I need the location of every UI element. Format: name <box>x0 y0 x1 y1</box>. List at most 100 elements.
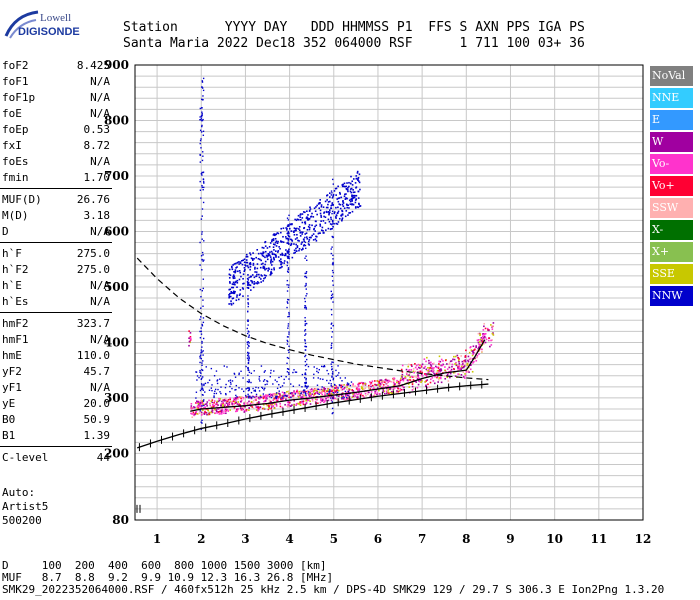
echo-point <box>357 190 360 193</box>
echo-point <box>410 364 413 366</box>
echo-point <box>197 403 200 406</box>
echo-point <box>203 383 205 385</box>
echo-point <box>355 186 358 188</box>
echo-point <box>270 259 272 262</box>
echo-point <box>427 383 429 386</box>
echo-point <box>351 194 353 196</box>
echo-point <box>261 246 264 249</box>
echo-point <box>446 373 449 376</box>
echo-point <box>479 334 481 337</box>
echo-point <box>188 344 190 347</box>
echo-point <box>256 267 259 270</box>
echo-point <box>259 397 261 400</box>
echo-point <box>218 399 221 402</box>
echo-point <box>449 372 452 375</box>
echo-point <box>322 366 325 368</box>
echo-point <box>302 389 305 391</box>
echo-point <box>291 391 293 394</box>
echo-point <box>320 216 323 218</box>
echo-point <box>361 388 364 391</box>
echo-point <box>339 207 342 210</box>
echo-point <box>201 124 203 127</box>
echo-point <box>342 384 344 386</box>
echo-point <box>286 362 288 365</box>
echo-point <box>281 395 284 398</box>
echo-point <box>214 388 217 391</box>
echo-point <box>235 384 238 387</box>
echo-point <box>344 193 346 196</box>
echo-point <box>229 381 232 384</box>
echo-point <box>288 284 290 286</box>
echo-point <box>325 390 327 392</box>
echo-point <box>285 237 288 240</box>
echo-point <box>291 256 294 259</box>
echo-point <box>372 395 375 397</box>
echo-point <box>234 281 237 284</box>
echo-point <box>331 228 333 230</box>
echo-point <box>333 222 335 225</box>
echo-point <box>274 379 276 381</box>
echo-point <box>347 214 349 216</box>
echo-point <box>328 389 331 391</box>
echo-point <box>417 374 420 377</box>
echo-point <box>330 252 333 255</box>
echo-point <box>461 363 464 366</box>
echo-point <box>225 402 228 404</box>
echo-point <box>238 294 241 296</box>
param-value: 8.425 <box>76 59 110 72</box>
echo-point <box>328 212 330 215</box>
echo-point <box>482 333 485 336</box>
x-tick-label: 6 <box>374 532 382 546</box>
echo-point <box>208 412 210 415</box>
echo-point <box>316 367 318 370</box>
echo-point <box>476 349 479 352</box>
echo-point <box>326 379 328 382</box>
echo-point <box>385 390 388 393</box>
echo-point <box>356 172 359 174</box>
echo-point <box>288 257 290 260</box>
echo-point <box>303 390 306 393</box>
echo-point <box>298 228 300 230</box>
echo-point <box>342 392 344 395</box>
echo-point <box>382 384 385 386</box>
echo-point <box>258 273 260 276</box>
echo-point <box>227 410 230 412</box>
echo-point <box>288 313 290 315</box>
echo-point <box>303 244 306 246</box>
echo-point <box>347 383 349 386</box>
echo-point <box>384 379 387 381</box>
echo-point <box>263 266 266 268</box>
echo-point <box>209 403 211 406</box>
echo-point <box>254 398 257 401</box>
echo-point <box>376 392 379 394</box>
x-tick-label: 7 <box>418 532 426 546</box>
echo-point <box>440 364 442 367</box>
echo-point <box>286 217 289 219</box>
echo-point <box>264 250 267 253</box>
echo-point <box>199 337 202 339</box>
echo-point <box>195 411 197 413</box>
echo-point <box>357 179 359 181</box>
echo-point <box>199 357 201 359</box>
echo-point <box>307 392 309 395</box>
echo-point <box>292 385 295 388</box>
echo-point <box>362 394 364 397</box>
echo-point <box>272 243 275 246</box>
echo-point <box>288 311 290 314</box>
echo-point <box>416 368 419 371</box>
echo-point <box>219 391 221 393</box>
echo-point <box>292 230 295 233</box>
echo-point <box>432 363 434 365</box>
echo-point <box>236 266 238 268</box>
echo-point <box>352 189 354 191</box>
echo-point <box>205 403 208 405</box>
echo-point <box>348 181 350 184</box>
echo-point <box>201 401 204 403</box>
echo-point <box>202 287 204 290</box>
legend-item: NoVal <box>650 66 693 86</box>
echo-point <box>263 379 266 381</box>
echo-point <box>302 211 305 213</box>
echo-point <box>387 391 389 394</box>
echo-point <box>424 365 427 368</box>
echo-point <box>264 245 267 247</box>
